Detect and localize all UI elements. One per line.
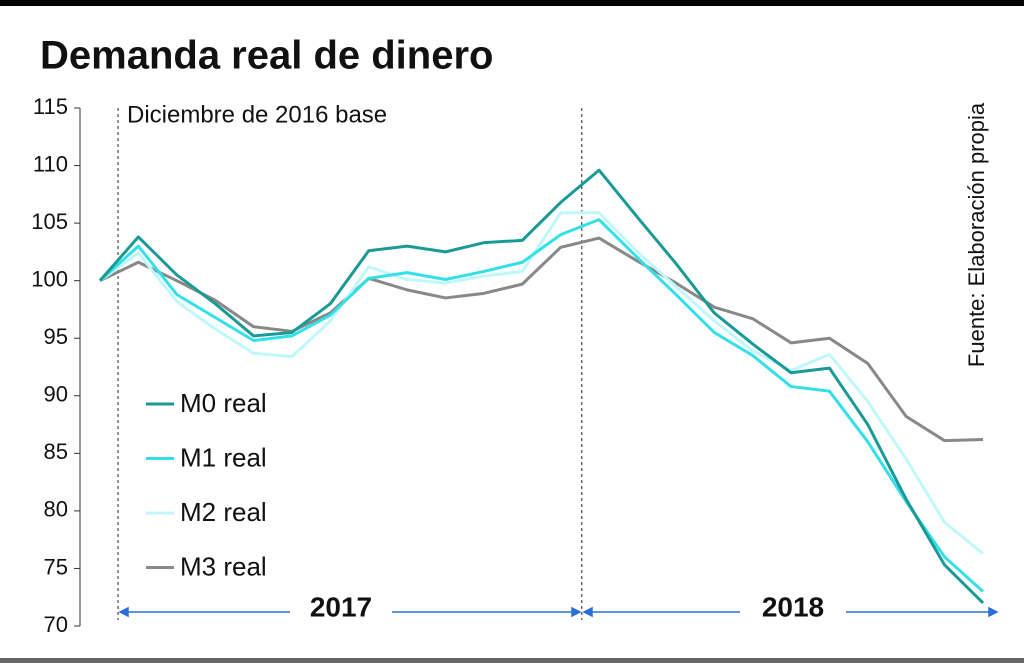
year-arrows [118,606,999,618]
chart-title: Demanda real de dinero [40,34,493,78]
y-tick-label: 95 [44,324,68,349]
legend-label: M0 real [180,388,267,418]
y-tick-label: 75 [44,554,68,579]
series-line [99,236,984,443]
y-tick-label: 80 [44,497,68,522]
y-tick-label: 105 [31,209,68,234]
year-label: 2017 [310,591,372,622]
bottom-border [0,658,1024,663]
legend-label: M3 real [180,551,267,581]
series-line [99,211,984,555]
year-label: 2018 [762,591,824,622]
annotation: Diciembre de 2016 base [127,101,387,128]
source-note: Fuente: Elaboración propia [964,102,989,367]
y-tick-label: 85 [44,439,68,464]
y-tick-label: 90 [44,382,68,407]
top-border [0,0,1024,6]
legend-label: M1 real [180,442,267,472]
y-tick-label: 110 [33,151,68,176]
legend-label: M2 real [180,497,267,527]
series-line [98,218,985,593]
y-tick-label: 115 [33,94,68,119]
series-line [98,168,985,605]
y-tick-label: 100 [31,266,68,291]
y-tick-label: 70 [44,612,68,637]
